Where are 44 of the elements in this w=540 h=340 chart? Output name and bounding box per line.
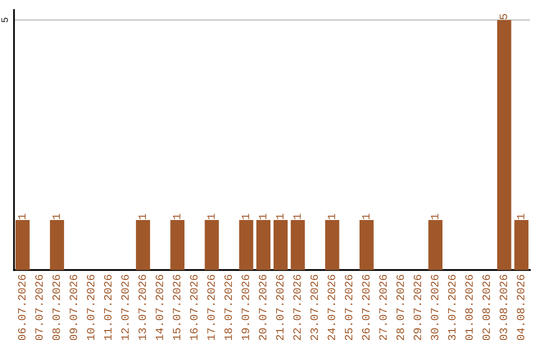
data-label: 1 [276,214,284,220]
data-label: 1 [207,214,215,220]
x-tick-label: 28.07.2026 [396,274,404,340]
data-label: 1 [138,214,146,220]
x-tick-label: 22.07.2026 [293,274,301,340]
x-tick-label: 26.07.2026 [362,274,370,340]
x-tick-label: 16.07.2026 [190,274,198,340]
data-label: 1 [242,214,250,220]
x-tick-label: 04.08.2026 [516,274,524,340]
data-label: 1 [258,214,266,220]
data-label: 1 [52,214,60,220]
x-tick-label: 27.07.2026 [379,274,387,340]
data-label: 1 [516,214,524,220]
x-tick-label: 21.07.2026 [276,274,284,340]
x-tick-label: 20.07.2026 [258,274,266,340]
x-tick-label: 31.07.2026 [448,274,456,340]
x-tick-label: 08.07.2026 [52,274,60,340]
x-tick-label: 19.07.2026 [242,274,250,340]
x-tick-label: 03.08.2026 [500,274,508,340]
x-tick-label: 23.07.2026 [310,274,318,340]
x-tick-label: 09.07.2026 [70,274,78,340]
x-tick-label: 17.07.2026 [207,274,215,340]
x-tick-label: 02.08.2026 [482,274,490,340]
data-label: 1 [18,214,26,220]
x-tick-label: 07.07.2026 [35,274,43,340]
x-tick-label: 29.07.2026 [414,274,422,340]
data-label: 5 [500,14,508,20]
data-label: 1 [328,214,336,220]
x-tick-label: 12.07.2026 [121,274,129,340]
x-tick-label: 13.07.2026 [138,274,146,340]
data-label: 1 [362,214,370,220]
data-label: 1 [430,214,438,220]
x-tick-label: 11.07.2026 [104,274,112,340]
x-tick-label: 30.07.2026 [430,274,438,340]
x-tick-label: 01.08.2026 [465,274,473,340]
x-tick-label: 25.07.2026 [344,274,352,340]
x-tick-label: 24.07.2026 [328,274,336,340]
x-tick-label: 06.07.2026 [18,274,26,340]
x-tick-label: 18.07.2026 [224,274,232,340]
x-tick-label: 15.07.2026 [172,274,180,340]
data-label: 1 [293,214,301,220]
x-tick-label: 10.07.2026 [86,274,94,340]
x-tick-label: 14.07.2026 [156,274,164,340]
data-label: 1 [172,214,180,220]
